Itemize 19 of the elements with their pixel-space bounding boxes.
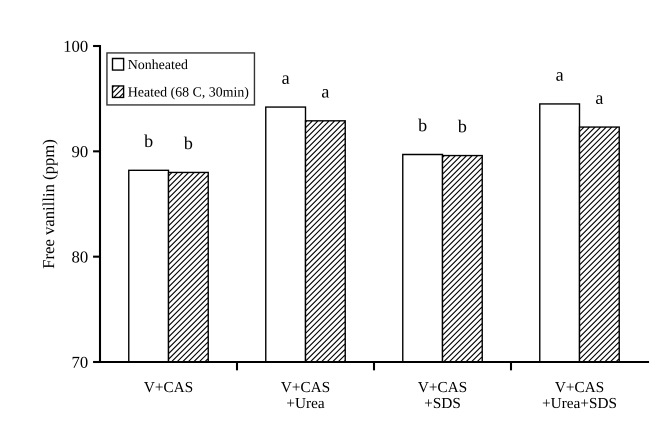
annotation: a (596, 95, 604, 104)
y-axis-title: Free vanillin (ppm) (42, 140, 58, 268)
x-tick-label: V+CAS +Urea (280, 382, 330, 408)
y-tick-label: 100 (64, 40, 88, 52)
y-tick-label: 70 (72, 356, 88, 368)
legend-label: Nonheated (128, 59, 188, 70)
x-tick-label: V+CAS (144, 382, 192, 392)
y-tick-label: 90 (72, 146, 88, 158)
annotation: b (184, 136, 192, 150)
annotation: a (282, 75, 290, 84)
annotation: a (556, 72, 564, 81)
x-tick-label: V+CAS +Urea+SDS (542, 382, 616, 408)
annotation: b (458, 120, 466, 132)
y-tick-label: 80 (72, 251, 88, 263)
annotation: a (322, 89, 330, 98)
legend-label: Heated (68 C, 30min) (128, 86, 248, 100)
annotation: b (418, 118, 426, 132)
x-tick-label: V+CAS +SDS (418, 382, 466, 408)
annotation: b (144, 134, 152, 148)
